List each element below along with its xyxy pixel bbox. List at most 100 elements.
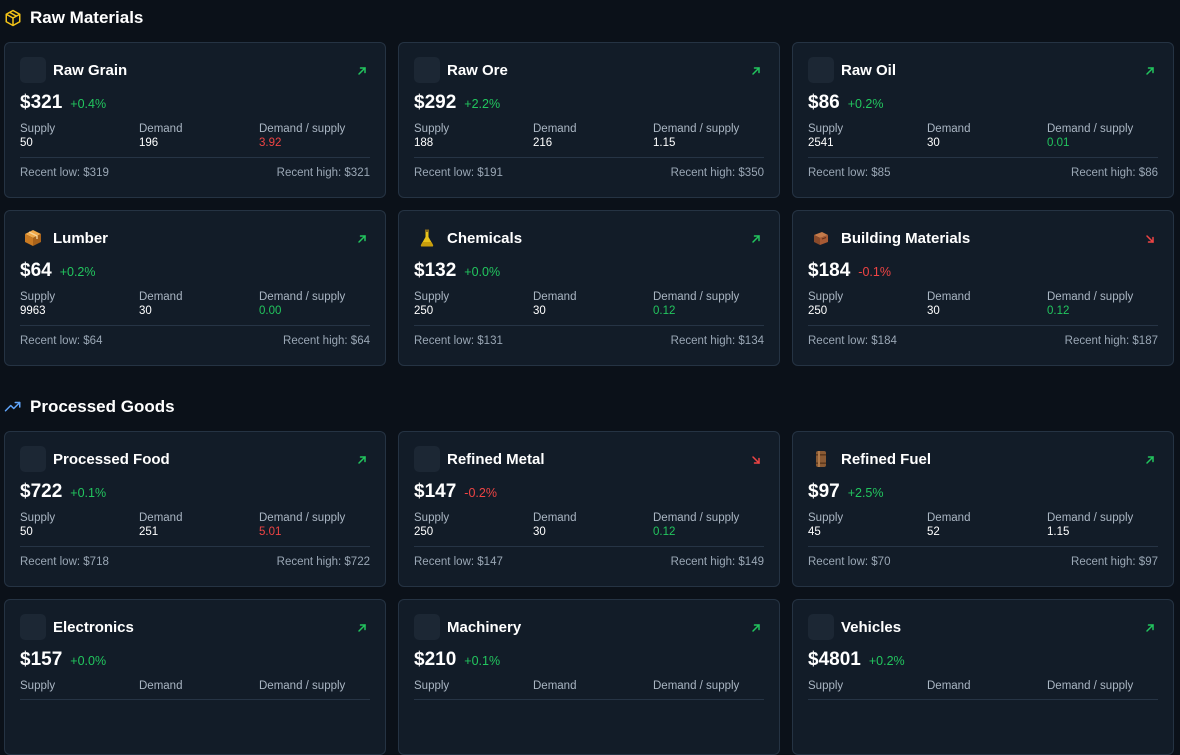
demand-value: 30 (927, 137, 940, 149)
ratio-value: 0.12 (653, 305, 676, 317)
commodity-name: Vehicles (841, 618, 902, 636)
raw-materials-grid: Raw Grain $321 +0.4% Supply Demand Deman… (4, 42, 1174, 366)
commodity-card-chemicals[interactable]: Chemicals $132 +0.0% Supply Demand Deman… (398, 210, 780, 366)
trend-up-icon (356, 232, 368, 244)
ratio-label: Demand / supply (1047, 680, 1134, 692)
divider (20, 157, 370, 158)
price-change: +0.1% (464, 654, 501, 668)
ratio-label: Demand / supply (653, 123, 740, 135)
price-change: -0.1% (858, 265, 891, 279)
recent-low: Recent low: $64 (20, 335, 103, 347)
demand-label: Demand (139, 512, 183, 524)
demand-label: Demand (139, 123, 183, 135)
ratio-label: Demand / supply (1047, 123, 1134, 135)
ratio-label: Demand / supply (1047, 291, 1134, 303)
recent-high: Recent high: $86 (1071, 167, 1158, 179)
commodity-name: Processed Food (53, 450, 170, 468)
demand-label: Demand (533, 680, 577, 692)
commodity-name: Electronics (53, 618, 134, 636)
divider (808, 699, 1158, 700)
trending-up-icon (4, 398, 22, 416)
commodity-price: $292 (414, 92, 457, 113)
demand-value: 251 (139, 526, 159, 538)
demand-value: 30 (927, 305, 940, 317)
commodity-name: Building Materials (841, 229, 971, 247)
price-change: +0.0% (464, 265, 501, 279)
recent-high: Recent high: $187 (1064, 335, 1158, 347)
supply-label: Supply (808, 512, 844, 524)
commodity-price: $97 (808, 481, 840, 502)
recent-low: Recent low: $191 (414, 167, 503, 179)
ratio-label: Demand / supply (259, 291, 346, 303)
commodity-price: $86 (808, 92, 840, 113)
divider (414, 157, 764, 158)
trend-down-icon (1144, 232, 1156, 244)
ratio-label: Demand / supply (653, 512, 740, 524)
commodity-card-refined-fuel[interactable]: Refined Fuel $97 +2.5% Supply Demand Dem… (792, 431, 1174, 587)
commodity-card-raw-grain[interactable]: Raw Grain $321 +0.4% Supply Demand Deman… (4, 42, 386, 198)
ratio-value: 0.01 (1047, 137, 1070, 149)
ratio-label: Demand / supply (653, 291, 740, 303)
demand-value: 30 (533, 526, 546, 538)
blank-icon (414, 57, 440, 83)
commodity-card-raw-oil[interactable]: Raw Oil $86 +0.2% Supply Demand Demand /… (792, 42, 1174, 198)
divider (808, 157, 1158, 158)
commodity-card-raw-ore[interactable]: Raw Ore $292 +2.2% Supply Demand Demand … (398, 42, 780, 198)
commodity-price: $147 (414, 481, 457, 502)
supply-value: 2541 (808, 137, 834, 149)
ratio-label: Demand / supply (259, 680, 346, 692)
processed-goods-grid: Processed Food $722 +0.1% Supply Demand … (4, 431, 1174, 755)
commodity-name: Refined Metal (447, 450, 545, 468)
commodity-name: Machinery (447, 618, 522, 636)
price-change: +2.5% (847, 486, 884, 500)
commodity-card-electronics[interactable]: Electronics $157 +0.0% Supply Demand Dem… (4, 599, 386, 755)
recent-low: Recent low: $85 (808, 167, 891, 179)
recent-low: Recent low: $70 (808, 556, 891, 568)
commodity-card-lumber[interactable]: Lumber $64 +0.2% Supply Demand Demand / … (4, 210, 386, 366)
divider (808, 325, 1158, 326)
commodity-price: $157 (20, 649, 63, 670)
commodity-card-machinery[interactable]: Machinery $210 +0.1% Supply Demand Deman… (398, 599, 780, 755)
bricks-icon (808, 225, 834, 251)
commodity-card-building-materials[interactable]: Building Materials $184 -0.1% Supply Dem… (792, 210, 1174, 366)
trend-up-icon (356, 621, 368, 633)
ratio-label: Demand / supply (1047, 512, 1134, 524)
demand-label: Demand (927, 291, 971, 303)
divider (20, 325, 370, 326)
commodity-name: Raw Ore (447, 61, 508, 79)
commodity-name: Lumber (53, 229, 109, 247)
demand-label: Demand (139, 680, 183, 692)
section-title: Raw Materials (30, 8, 144, 27)
commodity-card-refined-metal[interactable]: Refined Metal $147 -0.2% Supply Demand D… (398, 431, 780, 587)
package-icon (20, 225, 46, 251)
recent-low: Recent low: $718 (20, 556, 109, 568)
demand-value: 216 (533, 137, 553, 149)
divider (20, 699, 370, 700)
supply-value: 250 (414, 305, 434, 317)
blank-icon (20, 614, 46, 640)
ratio-value: 1.15 (1047, 526, 1070, 538)
supply-label: Supply (808, 291, 844, 303)
price-change: +0.2% (847, 97, 884, 111)
supply-label: Supply (20, 291, 56, 303)
commodity-price: $722 (20, 481, 63, 502)
commodity-price: $132 (414, 260, 457, 281)
commodity-name: Raw Grain (53, 61, 128, 79)
ratio-value: 5.01 (259, 526, 282, 538)
section-header-processed-goods: Processed Goods (4, 395, 175, 419)
supply-value: 250 (808, 305, 828, 317)
commodity-name: Chemicals (447, 229, 523, 247)
demand-value: 52 (927, 526, 940, 538)
commodity-card-processed-food[interactable]: Processed Food $722 +0.1% Supply Demand … (4, 431, 386, 587)
demand-value: 196 (139, 137, 159, 149)
box-icon (4, 9, 22, 27)
supply-label: Supply (20, 123, 56, 135)
recent-high: Recent high: $149 (670, 556, 764, 568)
blank-icon (808, 614, 834, 640)
commodity-card-vehicles[interactable]: Vehicles $4801 +0.2% Supply Demand Deman… (792, 599, 1174, 755)
demand-value: 30 (533, 305, 546, 317)
demand-label: Demand (533, 512, 577, 524)
section-title: Processed Goods (30, 397, 175, 416)
recent-high: Recent high: $722 (276, 556, 370, 568)
price-change: +0.1% (70, 486, 107, 500)
